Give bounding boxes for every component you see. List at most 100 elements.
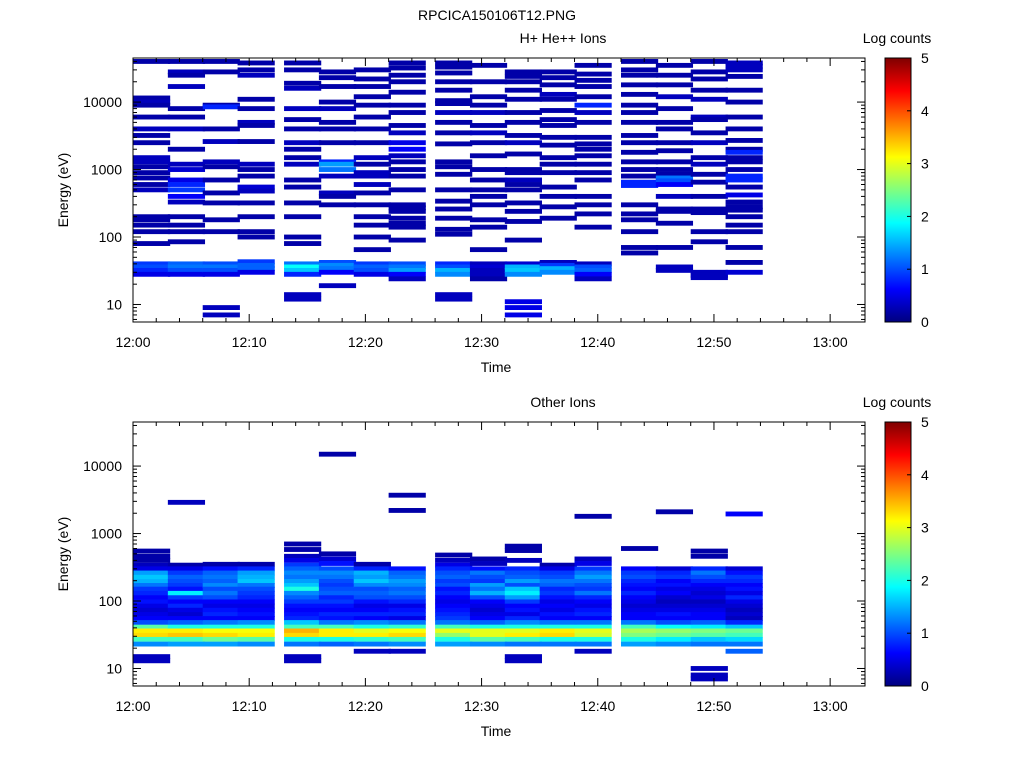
colorbar-label: Log counts bbox=[863, 394, 932, 410]
y-tick-label: 100 bbox=[99, 593, 123, 609]
heatmap-cell bbox=[133, 570, 171, 576]
heatmap-cell bbox=[237, 119, 275, 125]
heatmap-cell bbox=[237, 161, 275, 167]
heatmap-cell bbox=[469, 224, 508, 230]
heatmap-cell bbox=[504, 599, 542, 605]
heatmap-cell bbox=[202, 190, 240, 196]
heatmap-cell bbox=[574, 71, 612, 77]
heatmap-cell bbox=[574, 595, 612, 601]
heatmap-cell bbox=[469, 624, 508, 630]
heatmap-cell bbox=[725, 99, 763, 105]
heatmap-cell bbox=[725, 177, 763, 183]
heatmap-cell bbox=[574, 119, 612, 125]
heatmap-cell bbox=[539, 603, 577, 609]
heatmap-cell bbox=[725, 260, 763, 265]
heatmap-cell bbox=[690, 632, 728, 638]
heatmap-cell bbox=[202, 264, 240, 270]
heatmap-cell bbox=[133, 102, 171, 108]
heatmap-cell bbox=[237, 139, 275, 144]
heatmap-cell bbox=[690, 69, 728, 75]
heatmap-cell bbox=[725, 149, 763, 155]
heatmap-cell bbox=[435, 141, 473, 147]
heatmap-cell bbox=[388, 579, 426, 584]
heatmap-cell bbox=[504, 641, 542, 647]
heatmap-cell bbox=[202, 641, 240, 647]
heatmap-cell bbox=[725, 648, 763, 654]
heatmap-cell bbox=[167, 187, 206, 193]
heatmap-cell bbox=[167, 199, 206, 205]
heatmap-cell bbox=[133, 599, 171, 605]
heatmap-cell bbox=[539, 641, 577, 647]
heatmap-cell bbox=[621, 566, 659, 572]
x-tick-label: 12:40 bbox=[580, 334, 615, 350]
x-axis-label: Time bbox=[481, 723, 512, 739]
heatmap-cell bbox=[621, 586, 659, 592]
heatmap-cell bbox=[504, 261, 542, 267]
heatmap-cell bbox=[504, 632, 542, 638]
heatmap-cell bbox=[469, 193, 508, 199]
heatmap-cell bbox=[202, 624, 240, 630]
heatmap-cell bbox=[202, 59, 240, 64]
heatmap-cell bbox=[133, 553, 171, 559]
heatmap-cell bbox=[574, 636, 612, 642]
heatmap-cell bbox=[318, 451, 357, 457]
heatmap-cell bbox=[353, 190, 391, 196]
heatmap-cell bbox=[539, 628, 577, 634]
heatmap-cell bbox=[435, 599, 473, 605]
heatmap-cell bbox=[690, 672, 728, 678]
heatmap-cell bbox=[435, 271, 473, 277]
heatmap-cell bbox=[504, 87, 542, 93]
heatmap-cell bbox=[621, 119, 659, 125]
heatmap-cell bbox=[133, 261, 171, 267]
heatmap-cell bbox=[621, 574, 659, 580]
heatmap-cell bbox=[388, 570, 426, 576]
heatmap-cell bbox=[435, 164, 473, 170]
heatmap-cell bbox=[725, 636, 763, 642]
heatmap-cell bbox=[621, 245, 659, 250]
heatmap-cell bbox=[621, 211, 659, 217]
heatmap-cell bbox=[574, 153, 612, 159]
heatmap-cell bbox=[504, 624, 542, 630]
heatmap-cell bbox=[237, 599, 275, 605]
heatmap-cell bbox=[284, 566, 322, 572]
heatmap-cell bbox=[725, 126, 763, 132]
heatmap-cell bbox=[388, 215, 426, 221]
heatmap-cell bbox=[725, 63, 763, 69]
heatmap-cell bbox=[469, 632, 508, 638]
heatmap-cell bbox=[690, 628, 728, 634]
heatmap-cell bbox=[504, 267, 542, 273]
heatmap-cell bbox=[621, 620, 659, 625]
heatmap-cell bbox=[539, 96, 577, 102]
heatmap-cell bbox=[353, 579, 391, 584]
heatmap-cell bbox=[725, 184, 763, 190]
heatmap-cell bbox=[353, 67, 391, 73]
heatmap-cell bbox=[318, 607, 357, 613]
heatmap-cell bbox=[318, 173, 357, 179]
heatmap-cell bbox=[539, 599, 577, 605]
heatmap-cell bbox=[202, 271, 240, 277]
heatmap-cell bbox=[655, 607, 694, 613]
heatmap-cell bbox=[690, 641, 728, 647]
colorbar-scale bbox=[884, 57, 912, 323]
heatmap-cell bbox=[435, 198, 473, 204]
heatmap-cell bbox=[353, 267, 391, 273]
heatmap-cell bbox=[202, 583, 240, 588]
heatmap-cell bbox=[435, 632, 473, 638]
colorbar: Log counts 0 1 2 3 4 5 bbox=[863, 394, 932, 694]
heatmap-cell bbox=[353, 648, 391, 654]
heatmap-cell bbox=[539, 161, 577, 167]
heatmap-cell bbox=[574, 556, 612, 562]
heatmap-cell bbox=[133, 126, 171, 132]
heatmap-cell bbox=[621, 82, 659, 88]
y-tick-label: 1000 bbox=[91, 162, 122, 178]
heatmap-cell bbox=[284, 267, 322, 273]
heatmap-cell bbox=[435, 595, 473, 601]
heatmap-cell bbox=[690, 206, 728, 212]
heatmap-cell bbox=[388, 271, 426, 277]
heatmap-cell bbox=[504, 557, 542, 563]
heatmap-cell bbox=[690, 548, 728, 554]
heatmap-cell bbox=[284, 632, 322, 638]
heatmap-cell bbox=[318, 624, 357, 630]
heatmap-cell bbox=[284, 574, 322, 580]
heatmap-cell bbox=[318, 269, 357, 275]
